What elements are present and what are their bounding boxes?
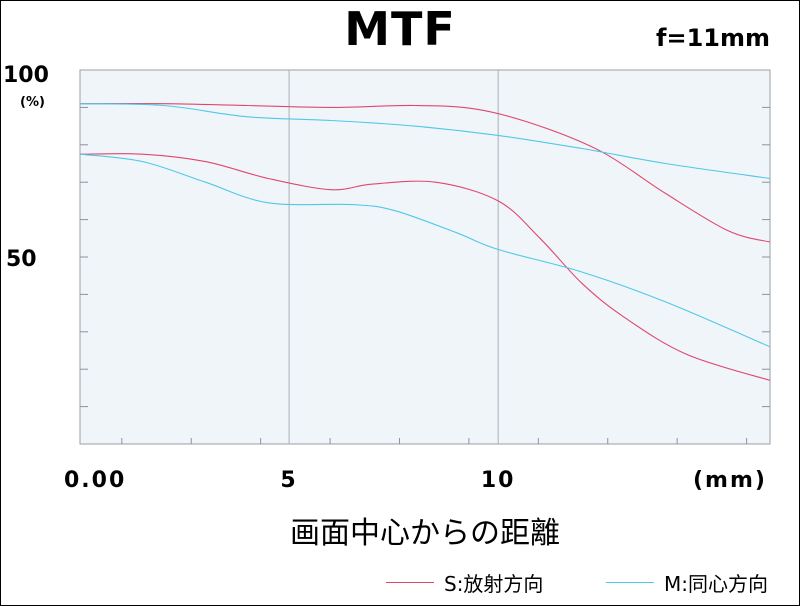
x-axis-title: 画面中心からの距離 bbox=[290, 516, 560, 551]
grid-lines bbox=[288, 70, 499, 444]
y-tick-label-100: 100 bbox=[3, 63, 49, 88]
series-line-2 bbox=[79, 103, 771, 180]
chart-title: MTF bbox=[344, 2, 456, 56]
legend-swatch-s bbox=[386, 582, 434, 583]
plot-area bbox=[79, 69, 771, 445]
x-unit-label: (mm) bbox=[693, 468, 767, 493]
series-line-1 bbox=[79, 153, 771, 381]
x-tick-label-0: 0.00 bbox=[64, 468, 126, 493]
series-lines bbox=[79, 102, 771, 381]
axis-ticks bbox=[80, 106, 770, 444]
chart-subtitle: f=11mm bbox=[656, 24, 770, 52]
series-line-3 bbox=[79, 153, 771, 348]
legend-label-s: S:放射方向 bbox=[444, 572, 544, 596]
y-tick-label-50: 50 bbox=[6, 247, 37, 272]
series-line-0 bbox=[79, 102, 771, 243]
legend-label-m: M:同心方向 bbox=[664, 572, 768, 596]
x-tick-label-5: 5 bbox=[280, 468, 297, 493]
legend-swatch-m bbox=[606, 582, 654, 583]
legend-item-s: S:放射方向 bbox=[386, 568, 543, 597]
y-unit-label: (%) bbox=[20, 95, 45, 110]
x-tick-label-10: 10 bbox=[481, 468, 516, 493]
x-tick-labels: 0.00 5 10 bbox=[64, 468, 516, 493]
legend-item-m: M:同心方向 bbox=[606, 568, 768, 597]
